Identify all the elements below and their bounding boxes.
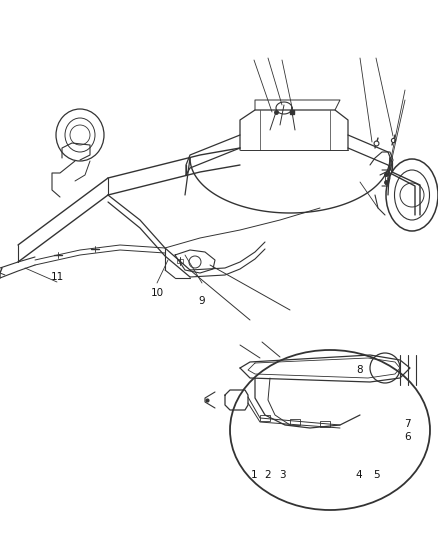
Text: 8: 8 <box>356 366 363 375</box>
Text: 7: 7 <box>404 419 411 429</box>
Text: 10: 10 <box>151 288 164 298</box>
Text: 2: 2 <box>264 471 271 480</box>
Text: 6: 6 <box>404 432 411 442</box>
Bar <box>260 415 270 421</box>
Text: 11: 11 <box>50 272 64 282</box>
Bar <box>320 421 330 427</box>
Text: 1: 1 <box>251 471 258 480</box>
Text: 5: 5 <box>373 471 380 480</box>
Bar <box>177 259 183 263</box>
Text: 9: 9 <box>198 296 205 306</box>
Text: 4: 4 <box>356 471 363 480</box>
Bar <box>290 419 300 425</box>
Text: 3: 3 <box>279 471 286 480</box>
